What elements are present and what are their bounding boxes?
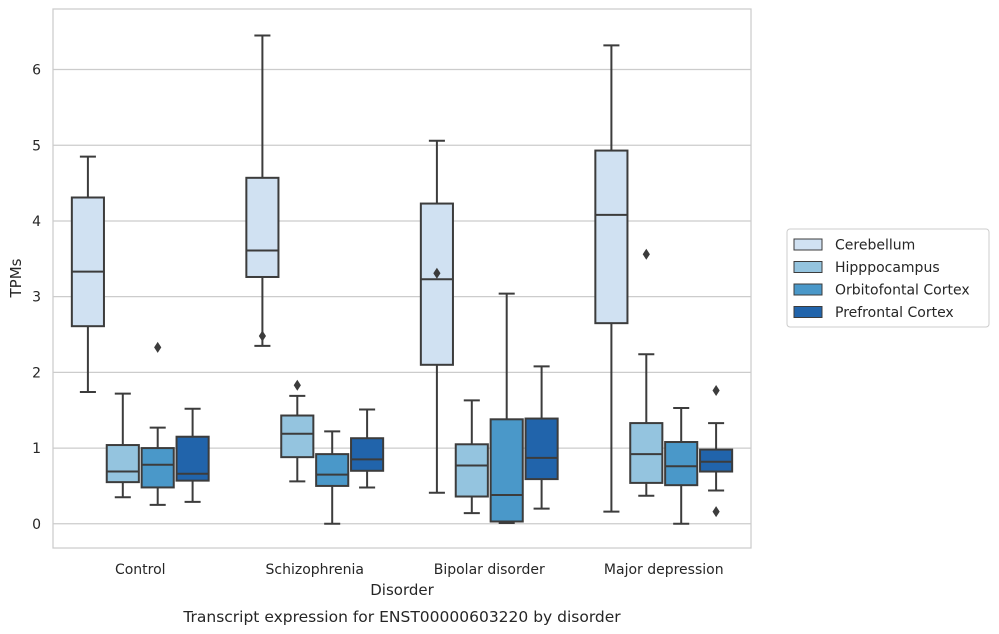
legend-label: Orbitofontal Cortex (835, 283, 970, 299)
box-2-1 (454, 399, 489, 515)
x-tick-label: Schizophrenia (266, 562, 364, 578)
x-tick-label: Control (115, 562, 166, 578)
box-3-0 (594, 44, 629, 513)
boxes-layer (70, 34, 734, 525)
box-0-2 (140, 341, 175, 506)
box-3-3 (699, 385, 734, 518)
box-3-2 (664, 406, 699, 525)
outlier-point (293, 379, 301, 391)
box-body (70, 196, 105, 328)
legend-swatch (793, 283, 823, 296)
box-body (594, 149, 629, 325)
box-0-3 (175, 407, 210, 503)
y-tick-label: 1 (32, 441, 41, 457)
box-2-3 (524, 365, 559, 510)
outlier-point (154, 341, 162, 353)
y-tick-label: 5 (32, 138, 41, 154)
y-tick-label: 4 (32, 214, 41, 230)
plot-frame (52, 8, 752, 549)
y-tick-label: 0 (32, 517, 41, 533)
legend-frame (786, 228, 990, 328)
box-body (315, 453, 350, 487)
box-body (699, 448, 734, 473)
box-2-2 (489, 292, 524, 525)
box-body (140, 447, 175, 489)
box-body (350, 437, 385, 472)
box-body (454, 443, 489, 498)
box-3-1 (629, 248, 664, 497)
outlier-point (642, 248, 650, 260)
box-body (524, 417, 559, 481)
outlier-point (258, 330, 266, 342)
legend-label: Prefrontal Cortex (835, 305, 954, 321)
legend-swatch (793, 261, 823, 273)
box-body (419, 202, 454, 366)
y-axis-label: TPMs (7, 258, 25, 298)
box-1-2 (315, 430, 350, 525)
box-0-0 (70, 155, 105, 394)
legend-swatch (793, 306, 823, 318)
y-tick-label: 6 (32, 63, 41, 79)
legend-label: Cerebellum (835, 238, 915, 254)
legend: Cerebellum Hipppocampus Orbitofontal Corte… (786, 228, 990, 328)
box-body (489, 418, 524, 523)
x-axis-ticks: Control Schizophrenia Bipolar disorder Majo… (115, 562, 724, 578)
box-1-0 (245, 34, 280, 347)
outlier-point (712, 385, 720, 397)
y-axis-ticks: 0 1 2 3 4 5 6 (32, 63, 41, 533)
box-body (280, 414, 315, 459)
box-body (245, 176, 280, 278)
box-0-1 (105, 392, 140, 499)
y-tick-label: 2 (32, 365, 41, 381)
box-body (629, 422, 664, 484)
outlier-point (712, 506, 720, 518)
box-body (664, 441, 699, 487)
y-tick-label: 3 (32, 290, 41, 306)
outlier-point (433, 267, 441, 279)
legend-swatch (793, 238, 823, 251)
legend-label: Hipppocampus (835, 260, 940, 276)
chart-caption: Transcript expression for ENST0000060322… (182, 608, 621, 626)
box-1-1 (280, 379, 315, 483)
x-axis-label: Disorder (370, 581, 434, 599)
x-tick-label: Major depression (604, 562, 724, 578)
box-2-0 (419, 139, 454, 494)
box-1-3 (350, 408, 385, 489)
box-body (105, 444, 140, 484)
x-tick-label: Bipolar disorder (434, 562, 545, 578)
